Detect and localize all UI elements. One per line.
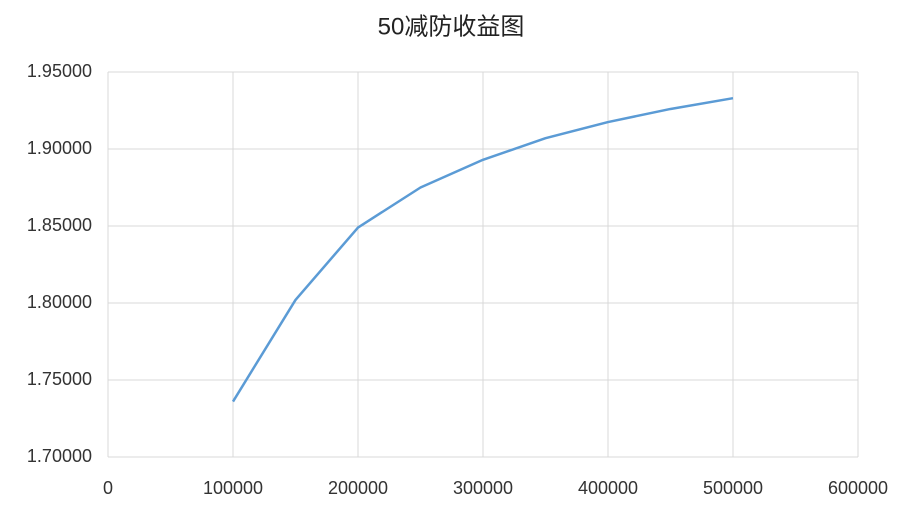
y-tick-label: 1.75000 [27, 369, 92, 389]
chart-title: 50减防收益图 [378, 13, 525, 40]
y-tick-label: 1.80000 [27, 292, 92, 312]
line-series [231, 96, 734, 403]
x-tick-label: 0 [103, 478, 113, 498]
y-tick-label: 1.70000 [27, 446, 92, 466]
x-tick-label: 300000 [453, 478, 513, 498]
y-tick-label: 1.95000 [27, 61, 92, 81]
x-tick-label: 500000 [703, 478, 763, 498]
x-tick-label: 100000 [203, 478, 263, 498]
y-tick-label: 1.85000 [27, 215, 92, 235]
x-tick-label: 200000 [328, 478, 388, 498]
x-tick-label: 600000 [828, 478, 888, 498]
x-tick-label: 400000 [578, 478, 638, 498]
y-tick-label: 1.90000 [27, 138, 92, 158]
